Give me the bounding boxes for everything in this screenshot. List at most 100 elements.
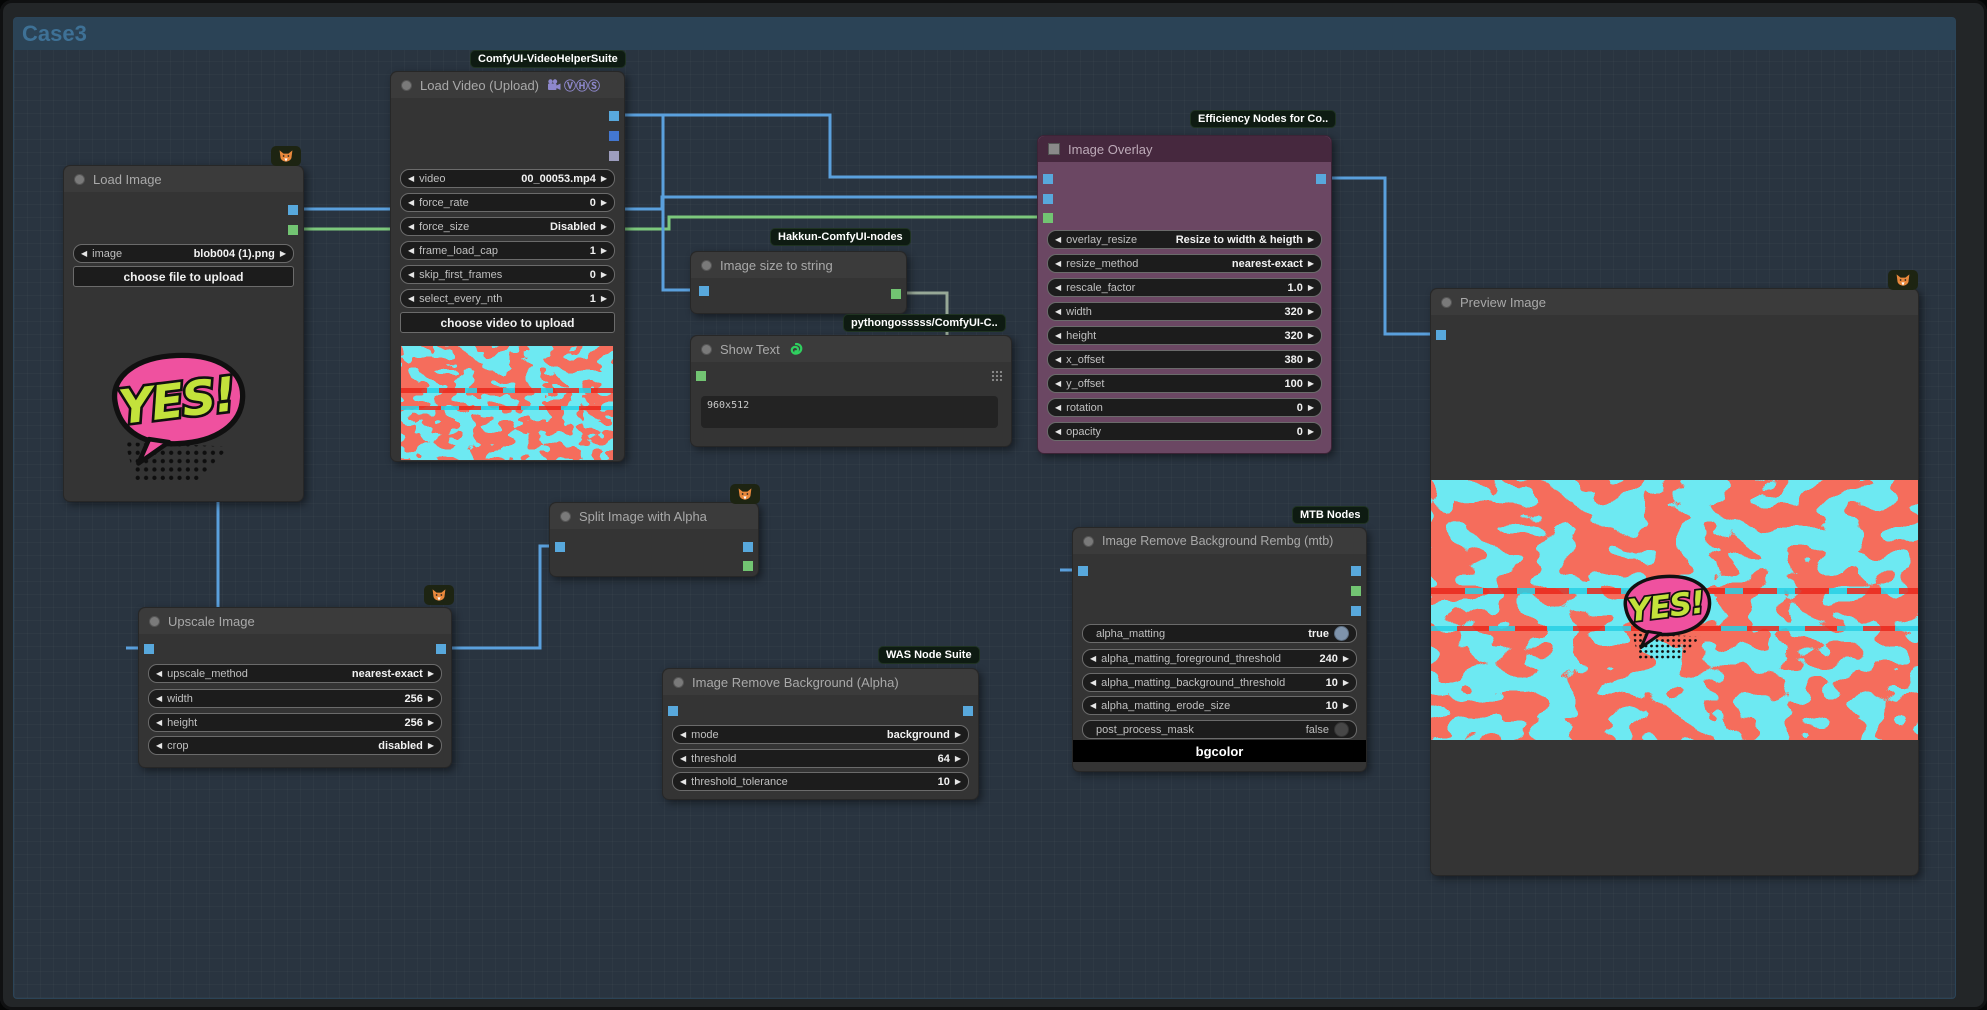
node-collapse-dot[interactable]	[401, 79, 412, 91]
choose-video-button[interactable]: choose video to upload	[400, 312, 615, 333]
right-arrow-icon[interactable]: ▶	[1342, 653, 1349, 663]
right-arrow-icon[interactable]: ▶	[600, 269, 607, 279]
input-slot-overlay-image[interactable]	[1043, 194, 1053, 204]
node-rembg[interactable]: Image Remove Background Rembg (mtb) alph…	[1072, 527, 1367, 772]
input-slot-image[interactable]	[555, 542, 565, 552]
right-arrow-icon[interactable]: ▶	[1307, 282, 1314, 292]
widget-threshold[interactable]: ◀ threshold 64 ▶	[672, 749, 969, 768]
input-slot-text[interactable]	[696, 371, 706, 381]
node-collapse-dot[interactable]	[701, 343, 712, 355]
left-arrow-icon[interactable]: ◀	[408, 293, 415, 303]
left-arrow-icon[interactable]: ◀	[156, 740, 163, 750]
widget-width[interactable]: ◀ width 320 ▶	[1047, 302, 1322, 321]
right-arrow-icon[interactable]: ▶	[1307, 402, 1314, 412]
output-slot-string[interactable]	[891, 289, 901, 299]
node-collapse-dot[interactable]	[149, 615, 160, 627]
input-slot-image[interactable]	[699, 286, 709, 296]
widget-mode[interactable]: ◀ mode background ▶	[672, 725, 969, 744]
widget-video[interactable]: ◀ video 00_00053.mp4 ▶	[400, 169, 615, 188]
right-arrow-icon[interactable]: ▶	[954, 753, 961, 763]
left-arrow-icon[interactable]: ◀	[1055, 258, 1062, 268]
output-slot-video-info[interactable]	[609, 151, 619, 161]
input-slot-image[interactable]	[144, 644, 154, 654]
right-arrow-icon[interactable]: ▶	[427, 668, 434, 678]
widget-rescale-factor[interactable]: ◀ rescale_factor 1.0 ▶	[1047, 278, 1322, 297]
left-arrow-icon[interactable]: ◀	[1090, 653, 1097, 663]
output-slot-image-alpha[interactable]	[1351, 606, 1361, 616]
right-arrow-icon[interactable]: ▶	[279, 248, 286, 258]
left-arrow-icon[interactable]: ◀	[408, 245, 415, 255]
left-arrow-icon[interactable]: ◀	[156, 693, 163, 703]
widget-alpha-matting-foreground-threshold[interactable]: ◀ alpha_matting_foreground_threshold 240…	[1082, 649, 1357, 668]
node-collapse-dot[interactable]	[701, 259, 712, 271]
node-title-bar[interactable]: Image Remove Background Rembg (mtb)	[1073, 528, 1366, 554]
left-arrow-icon[interactable]: ◀	[156, 717, 163, 727]
node-load-image[interactable]: Load Image ◀ image blob004 (1).png ▶ cho…	[63, 165, 304, 502]
widget-threshold-tolerance[interactable]: ◀ threshold_tolerance 10 ▶	[672, 772, 969, 791]
node-image-size-to-string[interactable]: Image size to string	[690, 251, 907, 314]
right-arrow-icon[interactable]: ▶	[954, 729, 961, 739]
node-show-text[interactable]: Show Text 960x512	[690, 335, 1012, 447]
widget-rotation[interactable]: ◀ rotation 0 ▶	[1047, 398, 1322, 417]
output-slot-image[interactable]	[1351, 566, 1361, 576]
right-arrow-icon[interactable]: ▶	[600, 173, 607, 183]
node-title-bar[interactable]: Image Remove Background (Alpha)	[663, 669, 978, 695]
node-image-overlay[interactable]: Image Overlay ◀ overlay_resize Resize to…	[1037, 135, 1332, 454]
node-load-video[interactable]: Load Video (Upload) ⓋⒽⓈ ◀ video 00_00053…	[390, 71, 625, 462]
node-collapse-square[interactable]	[1048, 143, 1060, 155]
right-arrow-icon[interactable]: ▶	[1342, 677, 1349, 687]
widget-force-rate[interactable]: ◀ force_rate 0 ▶	[400, 193, 615, 212]
right-arrow-icon[interactable]: ▶	[600, 293, 607, 303]
node-collapse-dot[interactable]	[560, 510, 571, 522]
left-arrow-icon[interactable]: ◀	[1055, 306, 1062, 316]
output-slot-image[interactable]	[436, 644, 446, 654]
output-slot-frame-count[interactable]	[609, 131, 619, 141]
widget-upscale-method[interactable]: ◀ upscale_method nearest-exact ▶	[148, 664, 442, 683]
widget-opacity[interactable]: ◀ opacity 0 ▶	[1047, 422, 1322, 441]
widget-frame-load-cap[interactable]: ◀ frame_load_cap 1 ▶	[400, 241, 615, 260]
left-arrow-icon[interactable]: ◀	[1055, 378, 1062, 388]
right-arrow-icon[interactable]: ▶	[600, 197, 607, 207]
widget-overlay-resize[interactable]: ◀ overlay_resize Resize to width & heigt…	[1047, 230, 1322, 249]
right-arrow-icon[interactable]: ▶	[1307, 354, 1314, 364]
output-slot-image[interactable]	[1316, 174, 1326, 184]
widget-crop[interactable]: ◀ crop disabled ▶	[148, 736, 442, 755]
toggle-off[interactable]	[1334, 722, 1349, 737]
node-title-bar[interactable]: Split Image with Alpha	[550, 503, 758, 529]
node-upscale-image[interactable]: Upscale Image ◀ upscale_method nearest-e…	[138, 607, 452, 768]
output-slot-mask[interactable]	[1351, 586, 1361, 596]
left-arrow-icon[interactable]: ◀	[1055, 426, 1062, 436]
widget-resize-method[interactable]: ◀ resize_method nearest-exact ▶	[1047, 254, 1322, 273]
drag-dots-icon[interactable]	[991, 370, 1003, 382]
show-text-output[interactable]: 960x512	[701, 396, 998, 428]
widget-image[interactable]: ◀ image blob004 (1).png ▶	[73, 244, 294, 263]
right-arrow-icon[interactable]: ▶	[1342, 700, 1349, 710]
left-arrow-icon[interactable]: ◀	[1055, 330, 1062, 340]
output-slot-alpha-mask[interactable]	[743, 561, 753, 571]
output-slot-image[interactable]	[743, 542, 753, 552]
left-arrow-icon[interactable]: ◀	[408, 269, 415, 279]
widget-x-offset[interactable]: ◀ x_offset 380 ▶	[1047, 350, 1322, 369]
node-title-bar[interactable]: Image size to string	[691, 252, 906, 278]
right-arrow-icon[interactable]: ▶	[1307, 330, 1314, 340]
group-header[interactable]	[14, 18, 1955, 50]
widget-y-offset[interactable]: ◀ y_offset 100 ▶	[1047, 374, 1322, 393]
node-preview-image[interactable]: Preview Image	[1430, 288, 1919, 876]
right-arrow-icon[interactable]: ▶	[1307, 426, 1314, 436]
left-arrow-icon[interactable]: ◀	[408, 221, 415, 231]
node-collapse-dot[interactable]	[1441, 296, 1452, 308]
node-title-bar[interactable]: Upscale Image	[139, 608, 451, 634]
right-arrow-icon[interactable]: ▶	[600, 245, 607, 255]
left-arrow-icon[interactable]: ◀	[680, 753, 687, 763]
choose-file-button[interactable]: choose file to upload	[73, 266, 294, 287]
left-arrow-icon[interactable]: ◀	[1055, 354, 1062, 364]
input-slot-image[interactable]	[1078, 566, 1088, 576]
left-arrow-icon[interactable]: ◀	[680, 776, 687, 786]
widget-width[interactable]: ◀ width 256 ▶	[148, 689, 442, 708]
left-arrow-icon[interactable]: ◀	[1090, 700, 1097, 710]
widget-skip-first-frames[interactable]: ◀ skip_first_frames 0 ▶	[400, 265, 615, 284]
right-arrow-icon[interactable]: ▶	[1307, 234, 1314, 244]
right-arrow-icon[interactable]: ▶	[1307, 378, 1314, 388]
node-was-remove-background[interactable]: Image Remove Background (Alpha) ◀ mode b…	[662, 668, 979, 800]
